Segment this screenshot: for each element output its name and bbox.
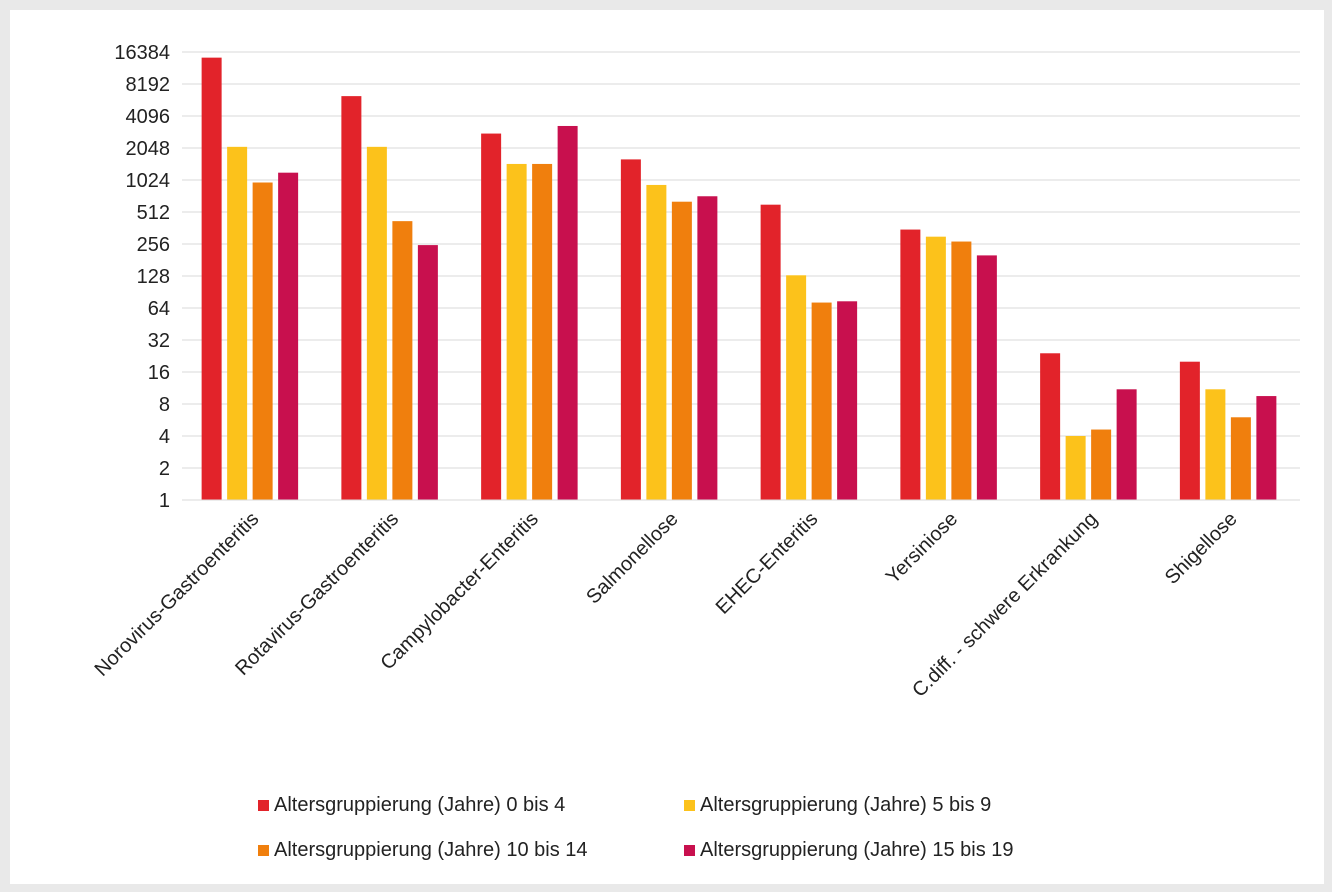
bar <box>366 146 387 500</box>
y-tick-label: 8192 <box>126 74 171 96</box>
y-tick-label: 16 <box>148 362 170 384</box>
legend-label: Altersgruppierung (Jahre) 10 bis 14 <box>274 839 588 861</box>
y-tick-label: 2 <box>159 458 170 480</box>
y-tick-label: 16384 <box>114 42 170 64</box>
y-tick-label: 1024 <box>126 170 171 192</box>
x-category-label: Shigellose <box>1161 508 1242 589</box>
bar <box>951 241 972 500</box>
bar <box>620 159 641 500</box>
bar <box>201 57 222 500</box>
y-tick-label: 512 <box>137 202 170 224</box>
bar <box>925 236 946 500</box>
bar <box>1040 353 1061 500</box>
legend-swatch <box>258 845 269 856</box>
x-category-label: Rotavirus-Gastroenteritis <box>231 508 403 680</box>
x-category-label: Campylobacter-Enteritis <box>376 508 542 674</box>
legend-label: Altersgruppierung (Jahre) 0 bis 4 <box>274 794 565 816</box>
bar <box>1256 396 1277 500</box>
bar <box>392 221 413 500</box>
x-category-label: EHEC-Enteritis <box>712 508 823 619</box>
grouped-bar-chart: 1 2 4 8 16 32 64 128 256 512 1024 2048 4096 8192 16384… <box>91 42 1300 861</box>
bar <box>557 125 578 501</box>
y-tick-label: 8 <box>159 394 170 416</box>
x-category-label: Norovirus-Gastroenteritis <box>91 508 264 681</box>
legend-swatch <box>684 845 695 856</box>
bar <box>481 133 502 500</box>
bar <box>976 255 997 500</box>
bar <box>1230 417 1251 500</box>
legend-swatch <box>258 800 269 811</box>
bar <box>1179 361 1200 500</box>
y-tick-label: 128 <box>137 266 170 288</box>
legend-label: Altersgruppierung (Jahre) 15 bis 19 <box>700 839 1014 861</box>
bar <box>227 146 248 500</box>
bar <box>760 204 781 500</box>
bar <box>646 184 667 500</box>
bars <box>201 57 1277 501</box>
x-axis-category-labels: Norovirus-GastroenteritisRotavirus-Gastr… <box>91 508 1242 702</box>
legend: Altersgruppierung (Jahre) 0 bis 4 Altersg… <box>258 794 1014 861</box>
bar <box>417 245 438 500</box>
legend-swatch <box>684 800 695 811</box>
bar <box>1205 389 1226 500</box>
bar <box>671 201 692 500</box>
y-axis-tick-labels: 1 2 4 8 16 32 64 128 256 512 1024 2048 4096 8192 16384 <box>114 42 170 512</box>
y-tick-label: 2048 <box>126 138 171 160</box>
x-category-label: Salmonellose <box>582 508 682 608</box>
bar <box>1091 429 1112 500</box>
bar <box>278 172 299 500</box>
bar <box>341 96 362 500</box>
y-tick-label: 256 <box>137 234 170 256</box>
bar <box>786 275 807 500</box>
bar <box>506 163 527 500</box>
y-tick-label: 4096 <box>126 106 171 128</box>
bar <box>697 196 718 501</box>
x-category-label: Yersiniose <box>882 508 962 588</box>
bar <box>900 229 921 500</box>
bar <box>837 301 858 500</box>
y-tick-label: 1 <box>159 490 170 512</box>
bar <box>532 163 553 500</box>
bar <box>252 182 273 500</box>
bar <box>1116 389 1137 500</box>
y-tick-label: 4 <box>159 426 170 448</box>
bar <box>1065 436 1086 500</box>
y-tick-label: 64 <box>148 298 170 320</box>
legend-label: Altersgruppierung (Jahre) 5 bis 9 <box>700 794 991 816</box>
bar <box>811 302 832 500</box>
y-tick-label: 32 <box>148 330 170 352</box>
chart-frame: 1 2 4 8 16 32 64 128 256 512 1024 2048 4096 8192 16384… <box>10 10 1324 884</box>
